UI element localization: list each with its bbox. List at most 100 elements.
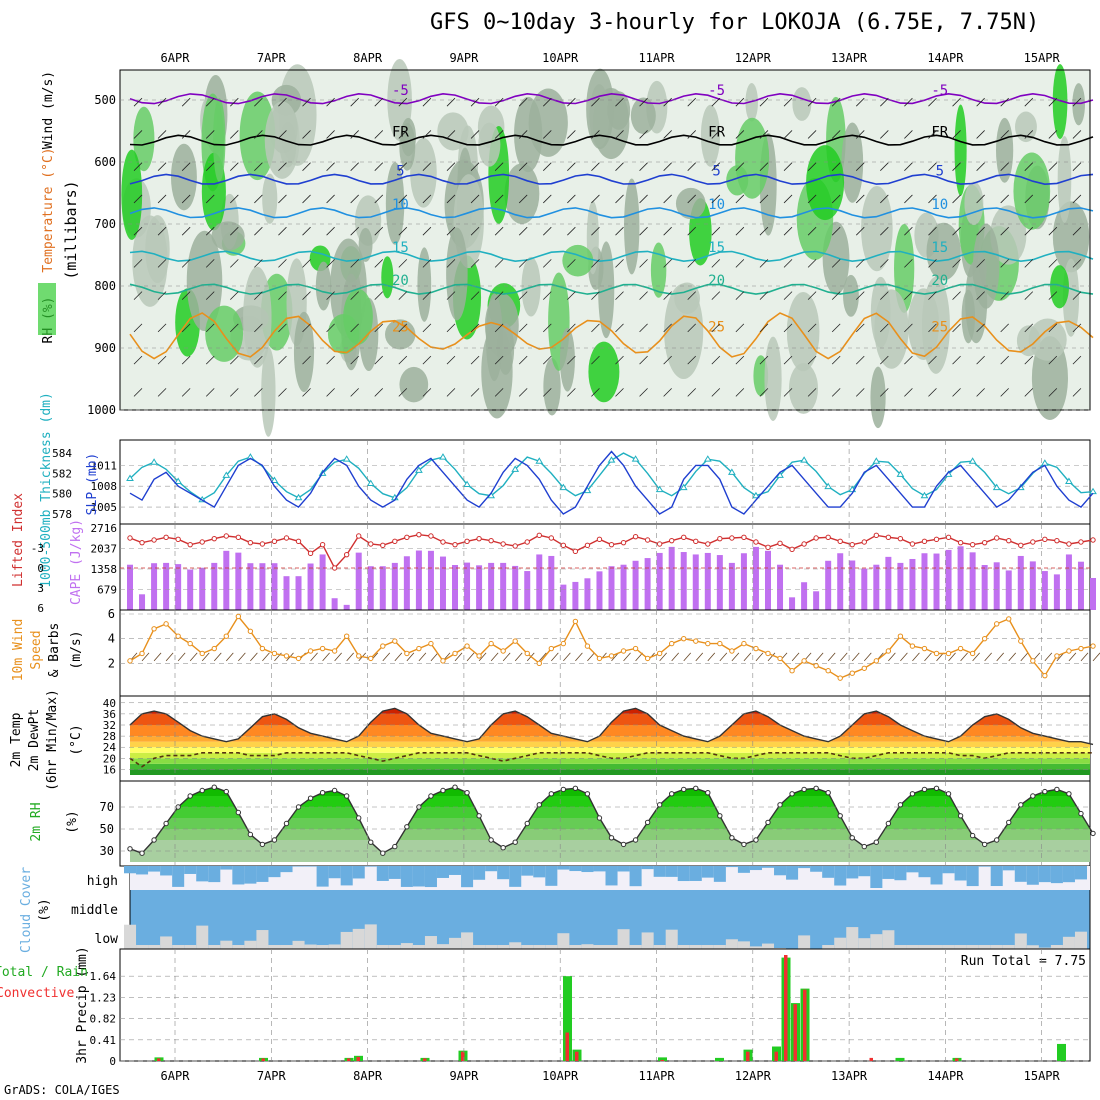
- rh-point: [199, 787, 205, 794]
- wind-barb: [542, 291, 552, 300]
- wind-barb: [181, 226, 191, 236]
- wind-barb: [278, 323, 287, 333]
- lifted-index-point: [175, 536, 181, 543]
- rh-shade: [735, 117, 770, 199]
- top-date-label: 12APR: [735, 51, 772, 65]
- lifted-index-point: [235, 534, 242, 541]
- wind-barb: [1048, 194, 1058, 204]
- rh-shade: [213, 98, 226, 182]
- thickness-point: [1065, 477, 1073, 485]
- wind-speed-point: [319, 645, 326, 652]
- lifted-index-point: [187, 541, 193, 548]
- low-cloud-bar: [533, 945, 546, 949]
- lifted-index-point: [969, 541, 976, 548]
- wind-barb: [133, 388, 143, 397]
- wind-barb: [952, 130, 961, 139]
- wind-barb: [1072, 97, 1082, 107]
- low-cloud-bar: [497, 945, 510, 949]
- wind-barb: [759, 259, 769, 268]
- lifted-index-point: [139, 539, 145, 546]
- high-cloud-bar: [942, 866, 955, 874]
- rh-shade: [870, 366, 886, 429]
- wind-barb: [254, 194, 263, 204]
- wind-barb: [326, 130, 335, 139]
- wind-barb: [831, 162, 841, 171]
- wind-barb: [615, 97, 624, 107]
- rh-shade: [792, 87, 812, 121]
- wind-speed-point: [741, 640, 747, 647]
- wind-barb: [831, 97, 841, 107]
- rh-point: [512, 839, 518, 845]
- rh-shade: [133, 106, 155, 172]
- wind-barb: [976, 226, 985, 236]
- low-cloud-bar: [485, 945, 498, 949]
- rh-shade: [1072, 83, 1085, 126]
- wind-barb: [374, 355, 384, 365]
- rh-shade: [861, 186, 893, 272]
- low-cloud-bar: [280, 945, 293, 949]
- lifted-index-point: [596, 536, 603, 543]
- wind-barb: [254, 259, 263, 268]
- wind-speed-point: [175, 633, 181, 639]
- lifted-index-point: [813, 535, 819, 541]
- wind-barb: [374, 226, 384, 236]
- lifted-index-point: [656, 541, 663, 547]
- wind-barb: [831, 226, 841, 236]
- wind-barb: [904, 194, 913, 204]
- wind-barb: [494, 194, 504, 204]
- low-cloud-bar: [268, 945, 281, 949]
- wind-barb: [1024, 130, 1034, 139]
- precip-convective-bar: [461, 1051, 465, 1061]
- high-cloud-bar: [557, 866, 570, 870]
- rh-point: [187, 793, 193, 799]
- pressure-tick-label: 900: [94, 341, 116, 355]
- wind-speed-point: [295, 655, 302, 662]
- wind-barb: [1048, 355, 1058, 365]
- surface-wind-barb: [695, 652, 704, 662]
- high-cloud-bar: [256, 866, 269, 882]
- high-cloud-bar: [1062, 866, 1075, 883]
- cape-bar: [764, 550, 771, 610]
- wind-barb: [880, 323, 889, 333]
- wind-barb: [374, 162, 384, 171]
- wind-barb: [278, 355, 287, 365]
- wind-barb: [230, 323, 239, 333]
- wind-speed-point: [211, 645, 217, 652]
- surface-wind-barb: [1080, 652, 1089, 662]
- temp-tick-label: 24: [103, 741, 117, 754]
- rh-shade: [262, 173, 278, 224]
- high-cloud-bar: [1002, 866, 1015, 871]
- lifted-index-point: [632, 533, 639, 540]
- wind-barb: [639, 355, 648, 365]
- wind-barb: [326, 162, 335, 171]
- wind-barb: [398, 291, 408, 300]
- isotherm-label: 25: [392, 320, 409, 336]
- rh-point: [729, 835, 735, 841]
- high-cloud-bar: [509, 866, 522, 887]
- lifted-index-point: [500, 541, 506, 547]
- surface-wind-barb: [1092, 652, 1100, 662]
- wind-barb: [615, 388, 624, 397]
- cape-bar: [644, 558, 651, 610]
- surface-wind-barb: [960, 652, 968, 662]
- high-cloud-bar: [569, 866, 582, 872]
- rh-shade: [562, 244, 594, 277]
- low-cloud-bar: [364, 924, 377, 949]
- wind-speed-point: [933, 650, 940, 657]
- wind-speed-point: [187, 640, 193, 647]
- wind-barb: [567, 355, 576, 365]
- wind-barb: [133, 226, 143, 236]
- wind-barb: [759, 97, 769, 107]
- high-cloud-bar: [292, 866, 305, 867]
- rh-point: [428, 793, 434, 799]
- wind-barb: [374, 291, 384, 300]
- wind-speed-point: [572, 618, 579, 625]
- top-date-label: 6APR: [161, 51, 191, 65]
- rh-shade: [753, 355, 769, 397]
- wind-barb: [494, 291, 504, 300]
- high-cloud-bar: [701, 866, 714, 878]
- high-cloud-bar: [810, 866, 823, 872]
- wind-axis-title-4: (m/s): [69, 630, 84, 669]
- cape-axis-title: CAPE (J/kg): [69, 519, 84, 605]
